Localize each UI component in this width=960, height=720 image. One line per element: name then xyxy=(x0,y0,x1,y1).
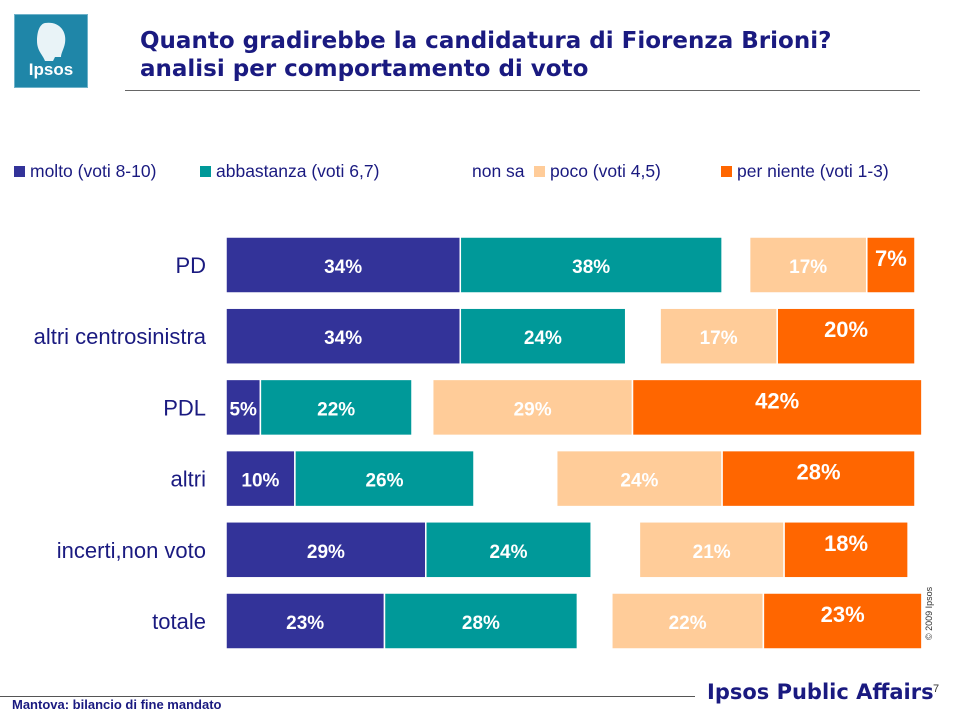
bar-segment-per_niente xyxy=(721,449,916,508)
data-label-molto: 23% xyxy=(286,613,324,634)
category-label: incerti,non voto xyxy=(57,538,206,563)
category-label: PDL xyxy=(163,395,206,420)
legend-swatch xyxy=(534,166,545,177)
data-label-abbastanza: 24% xyxy=(524,328,562,349)
legend-swatch xyxy=(14,166,25,177)
bar-segment-poco xyxy=(659,307,778,365)
title-divider xyxy=(125,90,920,91)
data-label-molto: 34% xyxy=(324,328,362,349)
bar-segment-poco xyxy=(555,449,723,508)
category-label: altri centrosinistra xyxy=(34,324,207,349)
category-label: PD xyxy=(175,253,206,278)
bar-segment-molto xyxy=(225,236,462,294)
footer-brand: Ipsos Public Affairs xyxy=(707,680,934,704)
head-silhouette-icon xyxy=(37,22,66,61)
data-label-abbastanza: 28% xyxy=(462,613,500,634)
bar-segment-poco xyxy=(638,521,785,579)
bar-segment-per_niente xyxy=(631,378,923,437)
bar-segment-per_niente xyxy=(866,236,916,294)
data-label-poco: 24% xyxy=(620,471,658,492)
data-label-per_niente: 23% xyxy=(821,602,865,627)
data-label-poco: 29% xyxy=(514,399,552,420)
data-label-molto: 5% xyxy=(229,399,257,420)
bar-segment-poco xyxy=(748,236,868,294)
title-line-1: Quanto gradirebbe la candidatura di Fior… xyxy=(140,28,832,54)
bar-segment-abbastanza xyxy=(459,307,627,365)
bar-segment-abbastanza xyxy=(259,378,413,437)
bar-segment-molto xyxy=(225,521,427,579)
bar-segment-molto xyxy=(225,449,296,508)
bar-segment-molto xyxy=(225,378,262,437)
legend-swatch xyxy=(200,166,211,177)
data-label-poco: 17% xyxy=(789,257,827,278)
legend-label: non sa xyxy=(472,161,525,181)
chart-legend: molto (voti 8-10) abbastanza (voti 6,7) no… xyxy=(14,161,924,185)
legend-item-non_sa: non sa xyxy=(456,161,525,182)
category-label: totale xyxy=(152,609,206,634)
legend-label: abbastanza (voti 6,7) xyxy=(216,161,380,181)
legend-swatch xyxy=(721,166,732,177)
legend-label: poco (voti 4,5) xyxy=(550,161,661,181)
data-label-abbastanza: 26% xyxy=(365,471,403,492)
data-label-molto: 10% xyxy=(241,471,279,492)
bar-segment-molto xyxy=(225,592,386,650)
footer-divider xyxy=(0,696,695,697)
bar-segment-abbastanza xyxy=(425,521,592,579)
data-label-per_niente: 42% xyxy=(755,388,799,413)
logo-text: Ipsos xyxy=(28,60,74,79)
data-label-per_niente: 7% xyxy=(875,246,907,271)
data-label-abbastanza: 38% xyxy=(572,257,610,278)
data-label-per_niente: 18% xyxy=(824,531,868,556)
legend-item-per_niente: per niente (voti 1-3) xyxy=(721,161,889,182)
data-label-per_niente: 28% xyxy=(796,460,840,485)
bar-segment-per_niente xyxy=(762,592,923,650)
data-label-molto: 34% xyxy=(324,257,362,278)
data-label-per_niente: 20% xyxy=(824,317,868,342)
page-number: 7 xyxy=(933,683,940,695)
page-title: Quanto gradirebbe la candidatura di Fior… xyxy=(140,27,831,83)
legend-item-molto: molto (voti 8-10) xyxy=(14,161,156,182)
legend-label: molto (voti 8-10) xyxy=(30,161,157,181)
legend-item-poco: poco (voti 4,5) xyxy=(534,161,661,182)
bar-segment-per_niente xyxy=(776,307,916,365)
bar-segment-abbastanza xyxy=(459,236,723,294)
title-line-2: analisi per comportamento di voto xyxy=(140,56,589,82)
bar-segment-per_niente xyxy=(783,521,909,579)
bar-segment-poco xyxy=(431,378,634,437)
legend-item-abbastanza: abbastanza (voti 6,7) xyxy=(200,161,379,182)
bar-segment-poco xyxy=(611,592,765,650)
data-label-abbastanza: 22% xyxy=(317,399,355,420)
legend-swatch xyxy=(456,166,467,177)
category-label: altri xyxy=(171,467,206,492)
legend-label: per niente (voti 1-3) xyxy=(737,161,889,181)
footer-note: Mantova: bilancio di fine mandato xyxy=(12,697,222,712)
bar-segment-abbastanza xyxy=(294,449,475,508)
data-label-poco: 21% xyxy=(693,542,731,563)
data-label-poco: 22% xyxy=(669,613,707,634)
data-label-abbastanza: 24% xyxy=(489,542,527,563)
bar-segment-abbastanza xyxy=(383,592,579,650)
data-label-poco: 17% xyxy=(700,328,738,349)
copyright-text: © 2009 Ipsos xyxy=(924,586,934,640)
ipsos-logo: Ipsos xyxy=(14,14,88,88)
data-label-molto: 29% xyxy=(307,542,345,563)
